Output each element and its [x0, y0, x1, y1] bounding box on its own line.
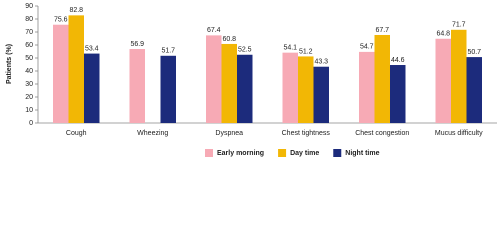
bar — [53, 24, 69, 123]
y-tick-label: 90 — [25, 3, 33, 10]
data-label: 60.8 — [222, 36, 236, 43]
data-label: 43.3 — [314, 59, 328, 66]
data-label: 82.8 — [69, 7, 83, 14]
data-label: 52.5 — [238, 47, 252, 54]
y-axis-label: Patients (%) — [6, 44, 13, 84]
bar — [298, 56, 314, 123]
y-tick-label: 80 — [25, 16, 33, 23]
y-tick-label: 0 — [29, 120, 33, 127]
data-label: 75.6 — [54, 17, 68, 24]
legend-swatch — [278, 149, 287, 157]
bar — [160, 55, 176, 123]
x-tick-label: Cough — [66, 130, 87, 137]
data-label: 51.2 — [299, 48, 313, 55]
data-label: 50.7 — [467, 49, 481, 56]
bar — [390, 65, 406, 123]
data-label: 44.6 — [391, 57, 405, 64]
legend-label: Early morning — [217, 150, 264, 157]
y-tick-label: 30 — [25, 81, 33, 88]
x-tick-label: Mucus difficulty — [435, 130, 483, 137]
bar — [435, 38, 451, 124]
data-label: 54.7 — [360, 44, 374, 51]
bar — [359, 51, 375, 123]
bar — [282, 52, 298, 123]
data-label: 53.4 — [85, 45, 99, 52]
x-tick-label: Chest tightness — [282, 130, 331, 137]
bar — [466, 57, 482, 124]
y-tick-label: 70 — [25, 29, 33, 36]
bar — [221, 43, 237, 123]
x-tick-label: Wheezing — [137, 130, 168, 137]
data-label: 56.9 — [130, 41, 144, 48]
data-label: 54.1 — [283, 45, 297, 52]
data-label: 71.7 — [452, 22, 466, 29]
legend-label: Day time — [290, 150, 319, 157]
x-tick-label: Dyspnea — [215, 130, 243, 137]
y-tick-label: 60 — [25, 42, 33, 49]
bar — [374, 34, 390, 123]
y-tick-label: 40 — [25, 68, 33, 75]
bar — [84, 53, 100, 123]
y-tick-label: 10 — [25, 107, 33, 114]
bar — [451, 29, 467, 123]
data-label: 51.7 — [161, 48, 175, 55]
legend-swatch — [205, 149, 213, 157]
bar — [237, 54, 253, 123]
bar — [68, 15, 84, 123]
data-label: 67.7 — [375, 27, 389, 34]
bar — [313, 66, 329, 123]
y-tick-label: 50 — [25, 55, 33, 62]
x-tick-label: Chest congestion — [355, 130, 409, 137]
data-label: 67.4 — [207, 27, 221, 34]
legend-label: Night time — [345, 150, 379, 157]
legend-swatch — [333, 149, 342, 157]
chart: Patients (%) 0 10 20 30 40 50 60 70 80 90 Cough 75.… — [6, 3, 497, 157]
bar — [129, 49, 145, 123]
bar — [206, 35, 222, 123]
data-label: 64.8 — [436, 31, 450, 38]
y-tick-label: 20 — [25, 94, 33, 101]
